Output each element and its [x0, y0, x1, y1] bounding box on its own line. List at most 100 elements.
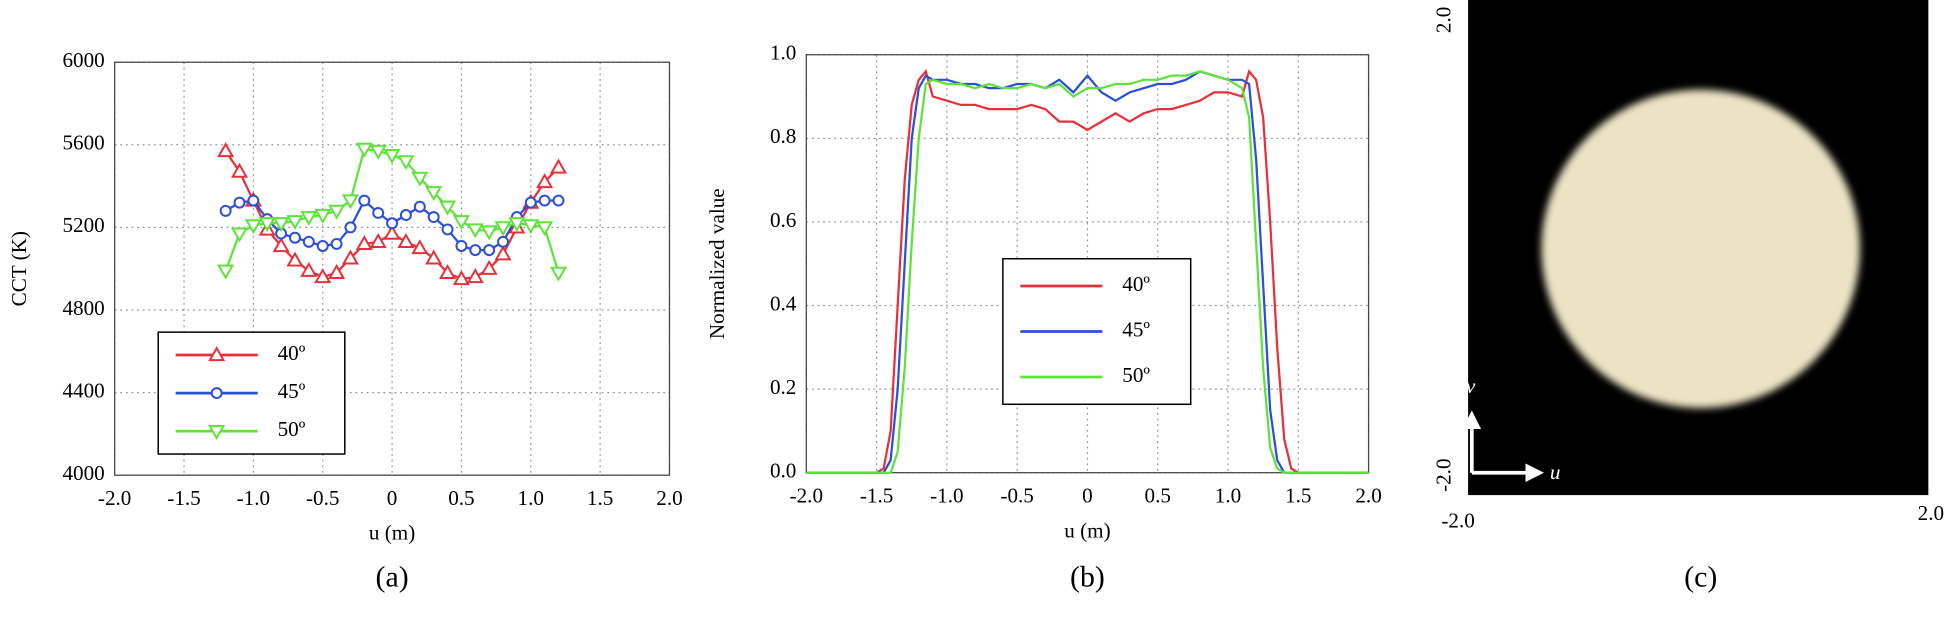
x-tick-label: 2.0 [1355, 483, 1381, 507]
data-point [386, 217, 399, 230]
data-point [425, 249, 443, 265]
data-point [372, 206, 385, 219]
v-top-label: 2.0 [1432, 7, 1456, 33]
x-tick-label: -1.5 [167, 486, 200, 510]
data-point [302, 235, 315, 248]
data-point [397, 233, 415, 248]
data-point [358, 194, 371, 207]
data-point [272, 217, 290, 233]
data-point [286, 215, 304, 231]
x-tick-label: 0.5 [1145, 483, 1171, 507]
data-point [328, 263, 346, 279]
data-point [438, 200, 457, 216]
data-point [233, 196, 246, 209]
series-line [806, 70, 1369, 474]
x-tick-label: 0.5 [448, 486, 474, 510]
x-tick-label: -2.0 [98, 486, 131, 510]
legend-marker [208, 425, 226, 441]
data-point [330, 237, 343, 250]
legend-label: 40º [1122, 272, 1150, 296]
data-point [549, 158, 568, 174]
panel-caption: (c) [1684, 561, 1717, 594]
data-point [355, 235, 373, 251]
y-tick-label: 0.0 [770, 459, 796, 483]
data-point [258, 217, 276, 233]
legend-marker [208, 346, 226, 362]
data-point [455, 240, 468, 252]
y-tick-label: 0.2 [770, 375, 796, 399]
data-point [494, 221, 512, 237]
data-point [217, 264, 235, 280]
x-tick-label: 1.5 [1285, 483, 1311, 507]
chart-panel: -2.0 -1.5 -1.0 -0.5 0 0.5 1.0 1.5 2.0 0.0 0.2 0.4 0.… [705, 41, 1382, 594]
data-point [272, 237, 290, 253]
u-right-label: 2.0 [1918, 501, 1944, 525]
x-tick-label: 0 [387, 486, 398, 510]
data-point [425, 186, 443, 202]
plot-frame [805, 54, 1370, 474]
data-point [300, 261, 318, 277]
x-axis-label: u (m) [369, 521, 415, 545]
x-tick-label: -0.5 [306, 486, 339, 510]
data-point [328, 204, 346, 220]
data-point [316, 240, 329, 252]
x-tick-label: 2.0 [656, 486, 682, 510]
data-point [314, 208, 332, 224]
chart-panel: -2.0 -1.5 -1.0 -0.5 0 0.5 1.0 1.5 2.0 4000 4400 480… [7, 48, 682, 593]
data-point [466, 223, 484, 239]
data-point [219, 204, 232, 217]
data-point [230, 227, 249, 243]
data-point [427, 211, 440, 224]
legend-label: 45º [278, 379, 306, 403]
data-point [341, 249, 360, 265]
data-point [399, 209, 412, 221]
v-axis-label: v [1466, 374, 1476, 398]
u-axis-label: u [1550, 460, 1561, 484]
data-point [536, 221, 554, 237]
plot-frame [114, 61, 671, 476]
data-point [300, 210, 318, 226]
data-point [369, 144, 387, 160]
data-point [341, 194, 360, 210]
y-tick-label: 5200 [62, 213, 104, 237]
y-tick-label: 0.4 [770, 291, 797, 315]
y-tick-label: 1.0 [770, 41, 796, 65]
data-point [538, 194, 551, 207]
data-point [452, 215, 470, 231]
data-point [480, 259, 498, 275]
y-tick-label: 5600 [62, 131, 104, 155]
y-tick-label: 0.6 [770, 208, 796, 232]
data-point [552, 194, 565, 207]
data-point [441, 223, 454, 236]
u-left-label: -2.0 [1441, 508, 1474, 532]
data-point [483, 244, 496, 257]
data-point [247, 194, 260, 207]
data-point [244, 219, 262, 235]
x-tick-label: -1.5 [860, 483, 893, 507]
panel-caption: (a) [376, 561, 409, 594]
data-point [230, 162, 249, 178]
image-panel: v u 2.0 -2.0 -2.0 2.0 (c) [1432, 0, 1944, 594]
data-point [480, 225, 498, 241]
data-point [494, 245, 512, 261]
x-tick-label: -1.0 [237, 486, 270, 510]
data-point [411, 239, 429, 255]
series-line [806, 70, 1369, 474]
x-tick-label: 1.5 [587, 486, 613, 510]
legend-marker [210, 387, 223, 400]
data-point [355, 142, 373, 158]
data-point [397, 155, 415, 171]
data-point [508, 217, 526, 233]
data-point [369, 233, 387, 248]
series-line [806, 69, 1369, 474]
x-tick-label: 0 [1082, 483, 1093, 507]
data-point [452, 270, 470, 286]
light-spot [1541, 89, 1860, 409]
data-point [469, 244, 482, 257]
v-bottom-label: -2.0 [1432, 458, 1456, 491]
data-point [438, 263, 457, 279]
x-tick-label: -0.5 [1000, 483, 1033, 507]
legend-label: 45º [1122, 317, 1150, 341]
